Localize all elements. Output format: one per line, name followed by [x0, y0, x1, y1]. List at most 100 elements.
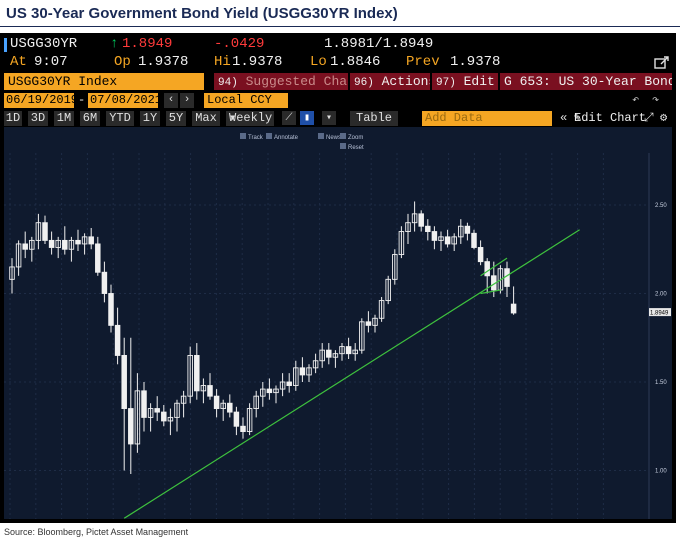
candle-body — [286, 381, 292, 386]
zoom-legend-icon — [340, 133, 346, 139]
track-legend-icon — [240, 133, 246, 139]
candle-body — [75, 239, 81, 245]
candle-body — [299, 367, 306, 376]
candlestick-chart-svg[interactable]: Track Annotate News Zoom Reset 2.50 2.00 1.50 1.… — [4, 127, 672, 519]
pencil-icon: ✎ — [574, 111, 582, 125]
news-legend-icon — [318, 133, 324, 139]
candle-body — [458, 225, 464, 238]
period-6m[interactable]: 6M — [80, 111, 100, 126]
frequency-select[interactable]: Weekly ▾ — [226, 111, 274, 126]
candle-body — [213, 395, 220, 410]
period-ytd[interactable]: YTD — [106, 111, 134, 126]
source-note: Source: Bloomberg, Pictet Asset Manageme… — [4, 527, 189, 537]
candle-body — [332, 353, 339, 358]
candle-body — [464, 225, 471, 234]
period-max[interactable]: Max — [192, 111, 220, 126]
candle-body — [220, 402, 226, 409]
period-1d[interactable]: 1D — [4, 111, 22, 126]
candle-body — [438, 236, 444, 241]
candle-body — [187, 354, 193, 397]
candle-body — [352, 349, 358, 355]
undo-icon[interactable]: ↶ — [632, 93, 640, 107]
candle-body — [147, 408, 154, 418]
resize-icon[interactable]: ⤢ — [644, 111, 654, 125]
collapse-icon[interactable]: « — [560, 111, 568, 125]
candle-body — [431, 231, 438, 241]
last-price-tag — [649, 308, 671, 317]
up-arrow-icon: ↑ — [110, 36, 119, 52]
annotate-legend-label: Annotate — [274, 135, 299, 141]
cursor-bar — [4, 38, 7, 52]
edit-number: 97) — [436, 77, 456, 89]
edit-menu[interactable]: 97) Edit ▾ — [432, 73, 498, 90]
candle-body — [339, 346, 345, 355]
candle-body — [62, 239, 68, 250]
candle-body — [273, 388, 279, 394]
track-legend-label: Track — [248, 135, 264, 141]
price-chart[interactable]: Track Annotate News Zoom Reset 2.50 2.00 1.50 1.… — [4, 127, 672, 519]
candle-body — [88, 236, 94, 245]
edit-chart-label: Edit Chart — [574, 111, 647, 125]
candlestick-icon[interactable]: ▮ — [300, 111, 314, 125]
period-5y[interactable]: 5Y — [166, 111, 186, 126]
candle-body — [141, 390, 147, 418]
news-legend-label: News — [326, 135, 341, 141]
candle-body — [378, 300, 385, 319]
bloomberg-terminal: USGG30YR ↑ 1.8949 -.0429 1.8981/1.8949 A… — [0, 33, 676, 523]
candle-body — [174, 402, 180, 418]
line-chart-icon[interactable]: ⟋ — [282, 111, 296, 125]
add-data-input[interactable]: Add Data — [422, 111, 552, 126]
candle-body — [345, 346, 352, 355]
candle-body — [312, 360, 319, 369]
share-icon[interactable] — [654, 56, 670, 70]
period-1y[interactable]: 1Y — [140, 111, 160, 126]
candle-body — [95, 243, 101, 273]
prev-period-icon[interactable]: ‹ — [164, 93, 178, 108]
candle-body — [233, 411, 240, 427]
open-label: Op — [114, 54, 131, 70]
candle-body — [510, 303, 517, 314]
candle-body — [207, 385, 213, 397]
candle-body — [326, 349, 332, 358]
prev-label: Prev — [406, 54, 440, 70]
currency-select[interactable]: Local CCY — [204, 93, 288, 108]
triangle-base-line — [480, 289, 502, 295]
candle-body — [154, 408, 160, 413]
candle-body — [108, 293, 114, 326]
candle-body — [128, 408, 134, 445]
chart-type-dropdown-icon[interactable]: ▾ — [322, 111, 336, 125]
graph-title-button[interactable]: G 653: US 30-Year Bond ... — [500, 73, 672, 90]
candle-body — [471, 232, 477, 248]
reset-legend-icon — [340, 143, 346, 149]
candle-body — [55, 239, 61, 248]
gear-icon[interactable]: ⚙ — [660, 111, 668, 125]
index-selector[interactable]: USGG30YR Index — [4, 73, 204, 90]
candle-body — [22, 243, 28, 250]
candle-body — [101, 271, 108, 294]
candle-body — [246, 408, 253, 433]
ticker-field[interactable]: USGG30YR — [10, 36, 78, 52]
date-dash: - — [78, 93, 86, 107]
actions-menu[interactable]: 96) Actions ▾ — [350, 73, 430, 90]
end-date-field[interactable]: 07/08/2021 — [88, 93, 163, 108]
candle-body — [114, 324, 121, 356]
suggested-charts-button[interactable]: 94) Suggested Charts — [214, 73, 348, 90]
stats-row: At 9:07 Op 1.9378 Hi 1.9378 Lo 1.8846 Pr… — [4, 54, 672, 72]
candle-body — [385, 278, 391, 302]
candle-body — [167, 416, 174, 422]
table-button[interactable]: Table — [350, 111, 399, 126]
y-tick-label: 1.00 — [655, 469, 667, 475]
redo-icon[interactable]: ↷ — [652, 93, 660, 107]
toolbar-row: 1D 3D 1M 6M YTD 1Y 5Y Max Weekly ▾ ⟋ ▮ ▾… — [4, 111, 672, 127]
candle-body — [200, 385, 207, 392]
candle-body — [134, 390, 141, 445]
candle-body — [48, 239, 55, 248]
candle-body — [81, 236, 88, 245]
period-1m[interactable]: 1M — [54, 111, 74, 126]
period-3d[interactable]: 3D — [28, 111, 48, 126]
candle-body — [319, 349, 325, 362]
candle-body — [365, 321, 372, 326]
last-price: 1.8949 — [122, 36, 173, 52]
start-date-field[interactable]: 06/19/2019 — [4, 93, 79, 108]
next-period-icon[interactable]: › — [180, 93, 194, 108]
